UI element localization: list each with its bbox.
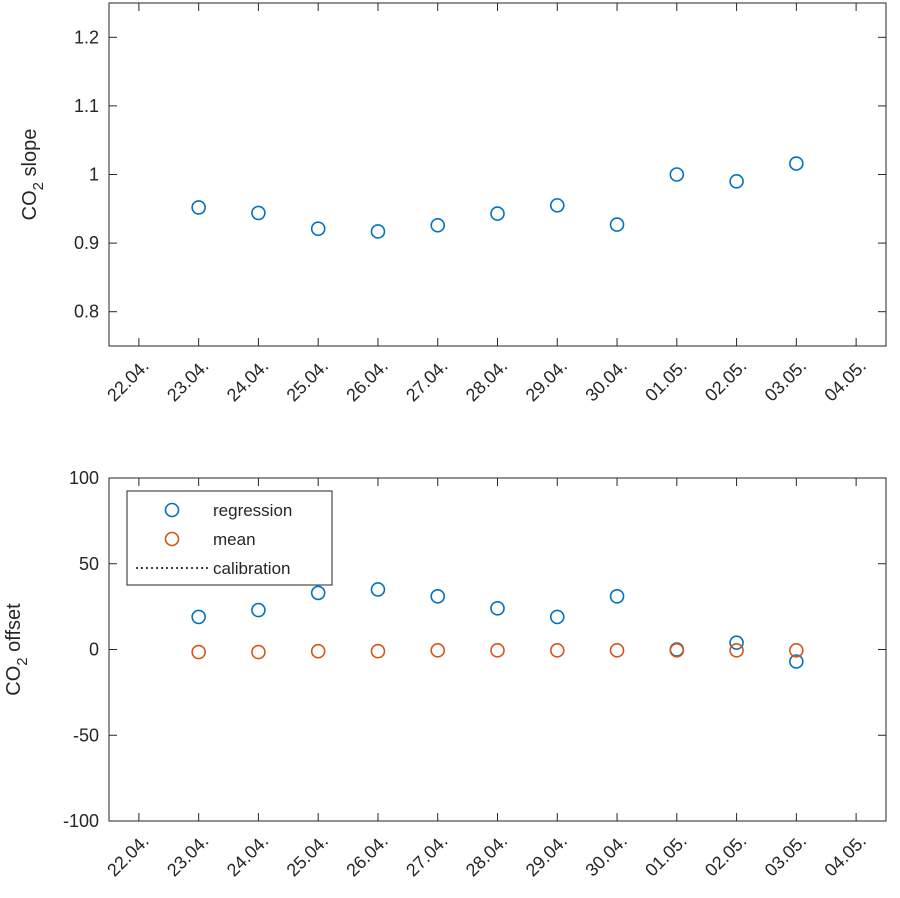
offset-mean-point [430,643,446,658]
offset-xtick-label: 23.04. [163,831,213,881]
offset-mean-point [669,643,685,658]
slope-ylabel: CO2 slope [19,129,47,221]
offset-xtick-label: 30.04. [581,831,631,881]
offset-xtick-label: 22.04. [103,831,153,881]
offset-xtick-label: 28.04. [462,831,512,881]
slope-xtick-label: 22.04. [103,356,153,406]
legend-regression-label: regression [213,501,292,520]
slope-ytick-label: 0.9 [74,233,99,253]
offset-regression-point [729,635,744,650]
offset-ytick-label: 0 [89,640,99,660]
offset-mean-point [729,643,744,658]
slope-data-point [191,200,206,215]
legend-regression-marker [164,502,180,518]
legend-box [126,490,333,586]
offset-regression-point [310,585,326,601]
offset-mean-point [490,643,505,658]
offset-regression-point [609,589,625,604]
offset-mean-point [549,643,565,658]
slope-data-point [669,167,685,182]
slope-xtick-label: 27.04. [402,356,452,406]
slope-xtick-label: 25.04. [283,356,333,406]
offset-xtick-label: 01.05. [641,831,691,881]
slope-axes-box [108,2,887,347]
offset-mean-point [310,643,326,659]
slope-xtick-label: 29.04. [522,356,572,406]
offset-xtick-label: 27.04. [402,831,452,881]
slope-data-point [789,156,804,171]
slope-xtick-label: 02.05. [701,356,751,406]
offset-mean-point [191,644,206,660]
legend-calibration-label: calibration [213,559,291,578]
slope-xtick-label: 04.05. [820,356,870,406]
slope-xtick-label: 30.04. [581,356,631,406]
slope-data-point [310,221,326,236]
offset-regression-point [789,654,804,669]
offset-ytick-label: 100 [69,468,99,488]
offset-ytick-label: 50 [79,554,99,574]
offset-xtick-label: 02.05. [701,831,751,881]
legend: regression mean calibration [126,490,333,586]
slope-panel: 0.8 0.9 1 1.1 1.2 22.04. 23.04. 24.04. 25.04. 26.… [19,2,887,406]
slope-xtick-label: 23.04. [163,356,213,406]
slope-xtick-label: 03.05. [761,356,811,406]
slope-xtick-label: 01.05. [641,356,691,406]
slope-xtick-label: 28.04. [462,356,512,406]
offset-xtick-label: 24.04. [223,831,273,881]
offset-mean-point [789,643,804,658]
offset-regression-point [191,609,206,625]
slope-data-point [729,174,744,189]
slope-data-point [490,206,505,221]
slope-ytick-label: 1.2 [74,27,99,47]
offset-panel: -100 -50 0 50 100 22.04. 23.04. 24.04. 25.04. 26.… [3,468,887,881]
offset-ylabel: CO2 offset [3,603,31,696]
slope-data-point [430,217,446,233]
offset-mean-point [370,643,386,659]
legend-mean-label: mean [213,530,256,549]
slope-xtick-label: 24.04. [223,356,273,406]
offset-regression-point [549,609,565,625]
offset-mean-point [609,643,625,658]
offset-xtick-label: 04.05. [820,831,870,881]
slope-ytick-label: 0.8 [74,302,99,322]
offset-ytick-label: -50 [73,725,99,745]
slope-data-point [370,224,386,239]
offset-regression-point [490,601,505,616]
slope-data-point [549,198,565,213]
slope-data-point [251,205,266,221]
legend-mean-marker [164,531,180,547]
offset-ytick-label: -100 [63,811,99,831]
slope-ytick-label: 1 [89,165,99,185]
offset-regression-point [370,582,386,597]
offset-xtick-label: 25.04. [283,831,333,881]
slope-xtick-label: 26.04. [342,356,392,406]
offset-regression-point [251,602,266,618]
slope-ytick-label: 1.1 [74,96,99,116]
offset-regression-point [430,589,446,604]
offset-mean-point [251,644,266,660]
offset-xtick-label: 29.04. [522,831,572,881]
slope-data-point [609,217,625,232]
offset-xtick-label: 26.04. [342,831,392,881]
offset-xtick-label: 03.05. [761,831,811,881]
